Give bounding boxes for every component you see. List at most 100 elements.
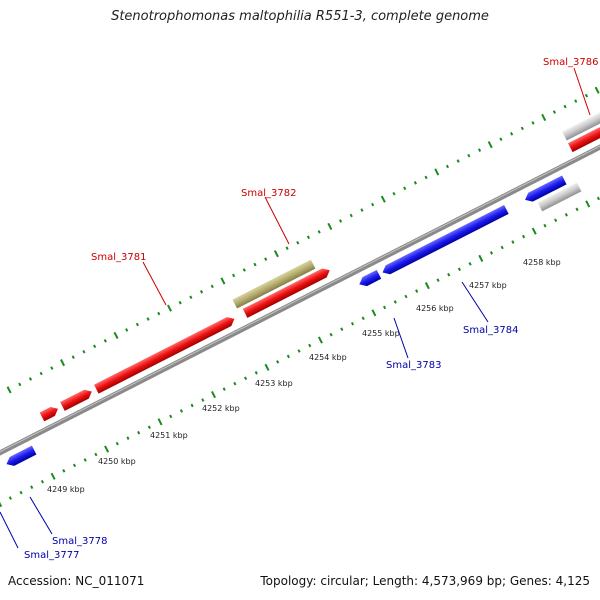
minor-tick <box>403 186 407 191</box>
minor-tick <box>201 398 205 402</box>
minor-tick <box>564 213 568 217</box>
minor-tick <box>510 132 514 136</box>
leader-line-smal-3777 <box>0 511 19 549</box>
scale-label: 4258 kbp <box>523 258 561 267</box>
minor-tick <box>276 360 280 364</box>
scale-label: 4250 kbp <box>98 457 136 466</box>
minor-tick <box>210 284 214 289</box>
minor-tick <box>511 240 515 244</box>
minor-tick <box>242 268 246 272</box>
scale-labels: 4249 kbp 4250 kbp 4251 kbp 4252 kbp 4253… <box>47 258 561 494</box>
minor-tick <box>178 300 182 305</box>
minor-tick <box>584 93 589 98</box>
minor-tick <box>350 321 355 326</box>
minor-tick <box>317 230 321 234</box>
minor-tick <box>360 208 364 212</box>
minor-tick <box>554 218 558 223</box>
gene-smal-3786-arrow[interactable] <box>568 125 600 153</box>
minor-tick <box>232 273 236 278</box>
minor-tick <box>199 290 204 294</box>
accession-text: Accession: NC_011071 <box>8 574 145 588</box>
gene-smal-3782-forward-arrow[interactable] <box>242 266 332 318</box>
minor-tick <box>436 278 440 282</box>
minor-tick <box>18 382 22 387</box>
major-tick <box>264 363 270 371</box>
scale-label: 4257 kbp <box>469 281 507 290</box>
minor-tick <box>467 153 471 158</box>
major-tick <box>104 445 110 453</box>
gene-arrow-forward[interactable] <box>60 387 94 411</box>
minor-tick <box>222 387 226 391</box>
scale-label: 4252 kbp <box>202 404 240 413</box>
minor-tick <box>254 370 258 375</box>
gene-smal-3782-highlight[interactable] <box>232 259 316 309</box>
map-title: Stenotrophomonas maltophilia R551-3, com… <box>111 9 489 24</box>
minor-tick <box>103 339 107 343</box>
gene-other-forward[interactable] <box>562 108 600 141</box>
minor-tick <box>468 262 472 266</box>
gene-label-smal-3781[interactable]: Smal_3781 <box>91 252 146 263</box>
minor-tick <box>264 257 268 261</box>
scale-label: 4255 kbp <box>362 329 400 338</box>
minor-tick <box>50 366 54 370</box>
major-tick <box>317 336 323 344</box>
reverse-strand-genes <box>4 175 582 469</box>
minor-tick <box>308 343 312 348</box>
minor-tick <box>531 121 535 125</box>
gene-label-smal-3778[interactable]: Smal_3778 <box>52 536 107 547</box>
gene-label-smal-3786[interactable]: Smal_3786 <box>543 57 598 68</box>
minor-tick <box>93 344 97 349</box>
minor-tick <box>383 305 387 310</box>
major-tick <box>0 499 3 508</box>
genome-backbone <box>0 107 600 493</box>
minor-tick <box>520 126 524 131</box>
minor-tick <box>62 469 66 473</box>
scale-label: 4249 kbp <box>47 485 85 494</box>
minor-tick <box>499 137 503 142</box>
minor-tick <box>445 164 450 169</box>
gene-other-reverse[interactable] <box>537 182 582 212</box>
minor-tick <box>424 175 428 180</box>
forward-tick-row <box>6 86 600 394</box>
scale-label: 4253 kbp <box>255 379 293 388</box>
major-tick <box>60 359 66 367</box>
minor-tick <box>297 349 301 353</box>
minor-tick <box>349 213 353 218</box>
minor-tick <box>415 289 419 293</box>
gene-smal-3784-arrow[interactable] <box>380 204 509 277</box>
minor-tick <box>447 272 451 277</box>
minor-tick <box>574 99 578 103</box>
gene-smal-3781-arrow[interactable] <box>94 314 237 394</box>
gene-label-smal-3784[interactable]: Smal_3784 <box>463 325 518 336</box>
minor-tick <box>456 159 460 163</box>
minor-tick <box>596 196 600 201</box>
minor-tick <box>115 441 119 446</box>
minor-tick <box>477 148 482 152</box>
minor-tick <box>189 295 193 300</box>
leader-line-smal-3786 <box>573 67 591 116</box>
gene-label-smal-3783[interactable]: Smal_3783 <box>386 360 441 371</box>
minor-tick <box>83 458 87 462</box>
minor-tick <box>543 223 547 228</box>
gene-smal-3783-arrow[interactable] <box>357 269 382 289</box>
gene-arrow-forward[interactable] <box>39 404 61 422</box>
minor-tick <box>306 235 311 240</box>
major-tick <box>166 304 172 312</box>
minor-tick <box>135 322 139 327</box>
gene-reverse-arrow[interactable] <box>523 175 567 204</box>
leader-line-smal-3781 <box>142 261 167 306</box>
major-tick <box>50 472 56 480</box>
major-tick <box>594 86 600 94</box>
major-tick <box>487 141 493 149</box>
minor-tick <box>361 316 365 321</box>
gene-label-smal-3777[interactable]: Smal_3777 <box>24 550 79 561</box>
minor-tick <box>146 317 150 321</box>
minor-tick <box>8 496 12 500</box>
gene-smal-3777-arrow[interactable] <box>4 445 37 469</box>
major-tick <box>380 195 386 203</box>
genome-backbone-highlight <box>0 107 600 491</box>
gene-label-smal-3782[interactable]: Smal_3782 <box>241 188 296 199</box>
major-tick <box>371 309 377 317</box>
minor-tick <box>457 267 461 272</box>
major-tick <box>541 113 547 122</box>
